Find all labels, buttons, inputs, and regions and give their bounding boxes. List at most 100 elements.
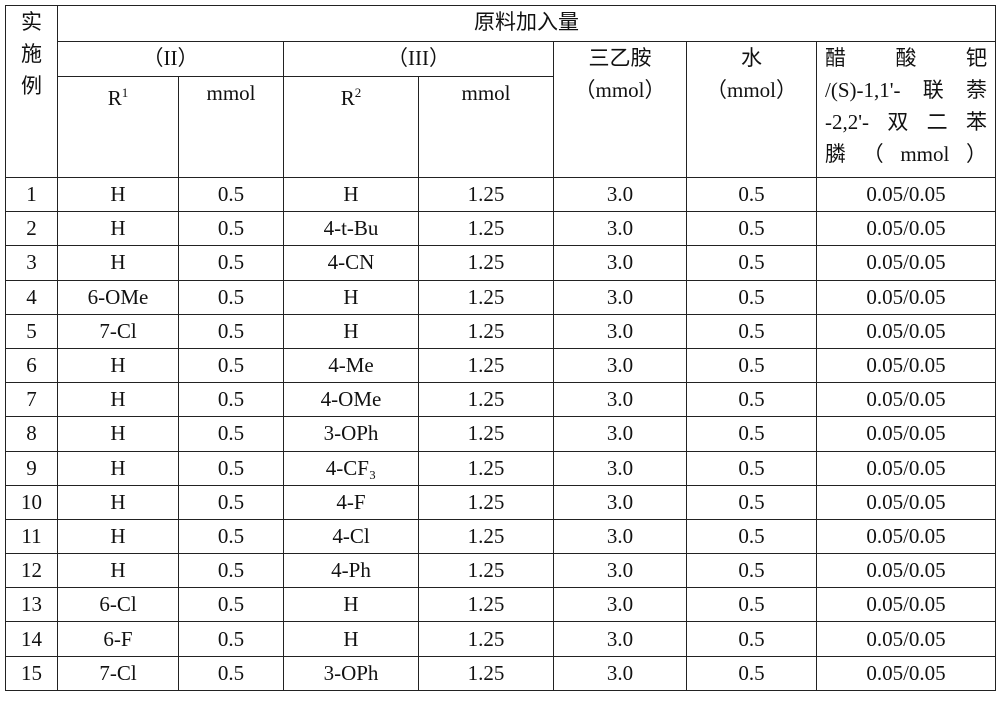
triethylamine-value: 3.0 <box>553 176 687 213</box>
example-number: 14 <box>5 621 58 657</box>
r1-value: H <box>57 176 179 213</box>
water-value: 0.5 <box>686 176 817 213</box>
table-row: 8 H 0.5 3-OPh 1.25 3.0 0.5 0.05/0.05 <box>5 416 997 452</box>
water-value: 0.5 <box>686 655 817 691</box>
example-number: 9 <box>5 450 58 486</box>
example-number-header: 实 施 例 <box>5 5 58 178</box>
water-value: 0.5 <box>686 621 817 657</box>
example-number: 8 <box>5 416 58 452</box>
r1-value: 6-OMe <box>57 279 179 315</box>
catalyst-value: 0.05/0.05 <box>815 279 997 315</box>
iii-mmol-value: 1.25 <box>418 416 554 452</box>
example-number: 3 <box>5 245 58 281</box>
triethylamine-value: 3.0 <box>553 553 687 589</box>
water-value: 0.5 <box>686 382 817 418</box>
iii-mmol-value: 1.25 <box>418 313 554 349</box>
r2-value: 3-OPh <box>283 416 419 452</box>
water-value: 0.5 <box>686 587 817 623</box>
compound-ii-header: （II） <box>57 41 284 77</box>
triethylamine-value: 3.0 <box>553 450 687 486</box>
ii-mmol-value: 0.5 <box>178 518 284 555</box>
compound-iii-header: （III） <box>283 41 554 77</box>
water-value: 0.5 <box>686 484 817 520</box>
catalyst-value: 0.05/0.05 <box>815 553 997 589</box>
triethylamine-unit: （mmol） <box>574 78 666 102</box>
r1-value: H <box>57 450 179 486</box>
header-char: 例 <box>21 74 42 98</box>
r2-label: R <box>340 86 355 110</box>
triethylamine-value: 3.0 <box>553 518 687 555</box>
triethylamine-value: 3.0 <box>553 279 687 315</box>
water-unit: （mmol） <box>705 78 797 102</box>
example-number: 2 <box>5 211 58 247</box>
iii-mmol-value: 1.25 <box>418 621 554 657</box>
table-row: 15 7-Cl 0.5 3-OPh 1.25 3.0 0.5 0.05/0.05 <box>5 655 997 691</box>
table-row: 2 H 0.5 4-t-Bu 1.25 3.0 0.5 0.05/0.05 <box>5 211 997 247</box>
catalyst-value: 0.05/0.05 <box>815 416 997 452</box>
water-header: 水 （mmol） <box>686 41 817 178</box>
triethylamine-value: 3.0 <box>553 245 687 281</box>
triethylamine-value: 3.0 <box>553 416 687 452</box>
iii-mmol-value: 1.25 <box>418 211 554 247</box>
triethylamine-value: 3.0 <box>553 484 687 520</box>
example-number: 1 <box>5 176 58 213</box>
water-value: 0.5 <box>686 279 817 315</box>
table-row: 7 H 0.5 4-OMe 1.25 3.0 0.5 0.05/0.05 <box>5 382 997 418</box>
catalyst-value: 0.05/0.05 <box>815 450 997 486</box>
ii-mmol-header: mmol <box>178 76 284 178</box>
ii-mmol-value: 0.5 <box>178 416 284 452</box>
r2-value: 4-CN <box>283 245 419 281</box>
catalyst-value: 0.05/0.05 <box>815 518 997 555</box>
table-row: 11 H 0.5 4-Cl 1.25 3.0 0.5 0.05/0.05 <box>5 518 997 555</box>
catalyst-value: 0.05/0.05 <box>815 211 997 247</box>
r1-value: 6-Cl <box>57 587 179 623</box>
triethylamine-label: 三乙胺 <box>588 46 652 70</box>
r2-value: 4-OMe <box>283 382 419 418</box>
iii-mmol-value: 1.25 <box>418 347 554 384</box>
catalyst-header: 醋 酸 钯 /(S)-1,1'-联萘 -2,2'-双二苯 膦（mmol） <box>815 41 997 178</box>
ii-mmol-value: 0.5 <box>178 382 284 418</box>
catalyst-value: 0.05/0.05 <box>815 382 997 418</box>
ii-mmol-value: 0.5 <box>178 313 284 349</box>
example-number: 4 <box>5 279 58 315</box>
table-row: 9 H 0.5 4-CF₃ 1.25 3.0 0.5 0.05/0.05 <box>5 450 997 486</box>
r1-header: R1 <box>57 76 179 178</box>
raw-material-amount-header: 原料加入量 <box>56 5 997 42</box>
catalyst-value: 0.05/0.05 <box>815 313 997 349</box>
ii-mmol-value: 0.5 <box>178 450 284 486</box>
r1-value: 6-F <box>57 621 179 657</box>
ii-mmol-value: 0.5 <box>178 655 284 691</box>
example-number: 5 <box>5 313 58 349</box>
table-row: 1 H 0.5 H 1.25 3.0 0.5 0.05/0.05 <box>5 176 997 213</box>
iii-mmol-value: 1.25 <box>418 553 554 589</box>
ii-mmol-value: 0.5 <box>178 245 284 281</box>
table-row: 13 6-Cl 0.5 H 1.25 3.0 0.5 0.05/0.05 <box>5 587 997 623</box>
catalyst-line: -2,2'-双二苯 <box>825 110 988 134</box>
r1-value: H <box>57 484 179 520</box>
r1-value: H <box>57 245 179 281</box>
water-value: 0.5 <box>686 313 817 349</box>
r2-value: 4-Me <box>283 347 419 384</box>
iii-mmol-value: 1.25 <box>418 450 554 486</box>
catalyst-line: 醋 酸 钯 <box>825 46 988 70</box>
ii-mmol-value: 0.5 <box>178 484 284 520</box>
iii-mmol-value: 1.25 <box>418 245 554 281</box>
iii-mmol-value: 1.25 <box>418 655 554 691</box>
r1-value: H <box>57 416 179 452</box>
ii-mmol-value: 0.5 <box>178 211 284 247</box>
ii-mmol-value: 0.5 <box>178 347 284 384</box>
water-value: 0.5 <box>686 553 817 589</box>
catalyst-value: 0.05/0.05 <box>815 655 997 691</box>
r2-value: H <box>283 279 419 315</box>
r1-value: H <box>57 211 179 247</box>
triethylamine-value: 3.0 <box>553 587 687 623</box>
ii-mmol-value: 0.5 <box>178 587 284 623</box>
r1-value: H <box>57 382 179 418</box>
r1-label: R <box>107 86 122 110</box>
water-value: 0.5 <box>686 518 817 555</box>
water-value: 0.5 <box>686 347 817 384</box>
table-row: 10 H 0.5 4-F 1.25 3.0 0.5 0.05/0.05 <box>5 484 997 520</box>
water-value: 0.5 <box>686 211 817 247</box>
header-char: 实 <box>21 10 42 34</box>
r1-value: H <box>57 553 179 589</box>
